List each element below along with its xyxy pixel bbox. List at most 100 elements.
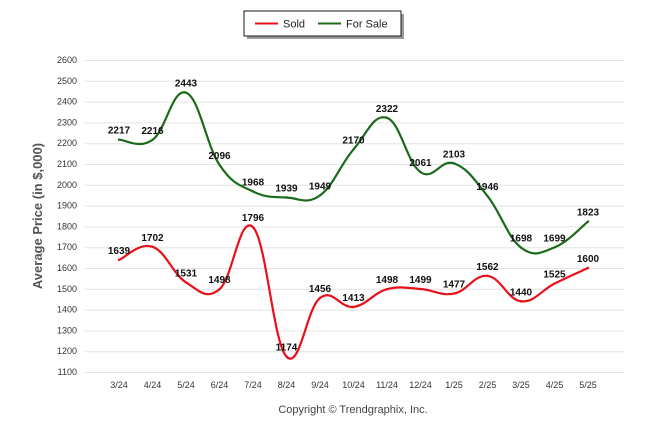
x-tick-label: 1/25 (445, 380, 463, 390)
data-point-sold[interactable] (519, 300, 523, 303)
y-tick-label: 2300 (57, 117, 77, 127)
data-label-sold: 1639 (108, 246, 131, 257)
x-tick-label: 12/24 (409, 380, 432, 390)
data-point-sold[interactable] (352, 305, 355, 309)
data-label-for-sale: 2103 (443, 149, 466, 160)
legend[interactable]: Sold For Sale (243, 10, 404, 39)
copyright-text: Copyright © Trendgraphix, Inc. (278, 404, 427, 416)
y-tick-label: 1300 (57, 325, 77, 335)
y-tick-label: 1600 (57, 263, 77, 273)
y-tick-label: 2500 (57, 76, 77, 86)
data-point-sold[interactable] (385, 288, 389, 291)
legend-item-sold[interactable]: Sold (255, 19, 305, 31)
data-point-sold[interactable] (184, 281, 188, 284)
data-point-sold[interactable] (251, 226, 255, 229)
data-label-sold: 1498 (208, 275, 231, 286)
data-label-sold: 1174 (276, 343, 298, 354)
x-tick-label: 5/24 (177, 380, 195, 390)
data-point-for-sale[interactable] (151, 138, 154, 142)
data-label-sold: 1477 (443, 280, 466, 291)
legend-label-sold: Sold (283, 19, 305, 31)
data-point-sold[interactable] (218, 288, 221, 291)
data-point-sold[interactable] (117, 258, 121, 262)
x-tick-label: 4/24 (144, 380, 162, 390)
data-label-for-sale: 2061 (409, 158, 432, 169)
data-point-sold[interactable] (586, 266, 590, 270)
series-line-sold (117, 224, 590, 360)
y-tick-label: 1400 (57, 305, 77, 315)
data-point-sold[interactable] (419, 287, 422, 291)
x-tick-label: 9/24 (311, 380, 329, 390)
data-label-for-sale: 1946 (476, 182, 499, 193)
data-label-for-sale: 1699 (543, 233, 566, 244)
x-tick-label: 11/24 (376, 380, 398, 390)
data-label-sold: 1796 (242, 213, 265, 224)
data-label-sold: 1600 (577, 254, 600, 265)
data-label-for-sale: 2443 (175, 79, 198, 90)
legend-item-for-sale[interactable]: For Sale (318, 19, 388, 31)
y-tick-label: 1200 (57, 346, 77, 356)
data-point-for-sale[interactable] (452, 162, 456, 165)
series-line-for-sale (117, 91, 590, 255)
y-axis-ticks: 1100 1200 1300 1400 1500 1600 1700 1800 1900 2000… (57, 55, 77, 377)
y-tick-label: 2400 (57, 97, 77, 107)
y-tick-label: 1900 (57, 201, 77, 211)
data-point-for-sale[interactable] (586, 220, 590, 223)
legend-label-for-sale: For Sale (346, 19, 388, 31)
x-tick-label: 5/25 (579, 380, 597, 390)
data-labels: 1639 1702 1531 1498 1796 1174 1456 1413 1498 1499… (108, 79, 600, 354)
data-point-sold[interactable] (318, 296, 322, 300)
x-tick-label: 8/24 (278, 380, 296, 390)
data-label-sold: 1440 (510, 287, 533, 298)
data-point-sold[interactable] (285, 355, 288, 358)
y-tick-label: 2200 (57, 138, 77, 148)
data-label-sold: 1413 (342, 293, 365, 304)
data-point-for-sale[interactable] (352, 148, 355, 151)
data-label-sold: 1562 (476, 262, 499, 273)
data-point-for-sale[interactable] (184, 91, 188, 94)
data-label-for-sale: 2216 (141, 126, 164, 137)
y-tick-label: 2100 (57, 159, 77, 169)
data-point-for-sale[interactable] (117, 138, 121, 141)
data-point-sold[interactable] (151, 245, 154, 248)
x-axis-ticks: 3/24 4/24 5/24 6/24 7/24 8/24 9/24 10/24 11/24 12… (110, 380, 597, 390)
series-lines (117, 91, 590, 360)
data-label-sold: 1702 (141, 233, 164, 244)
grid-lines (85, 60, 624, 373)
data-label-sold: 1456 (309, 284, 332, 295)
data-point-for-sale[interactable] (285, 196, 288, 199)
data-label-sold: 1531 (175, 268, 198, 279)
data-label-for-sale: 2096 (208, 151, 231, 162)
data-point-for-sale[interactable] (318, 194, 322, 197)
x-tick-label: 3/24 (110, 380, 128, 390)
y-tick-label: 2600 (57, 55, 77, 65)
data-label-sold: 1498 (376, 275, 399, 286)
y-tick-label: 2000 (57, 180, 77, 190)
data-point-for-sale[interactable] (218, 163, 221, 167)
data-label-for-sale: 1823 (577, 208, 600, 219)
y-tick-label: 1800 (57, 221, 77, 231)
data-point-for-sale[interactable] (553, 246, 556, 249)
data-label-sold: 1499 (409, 275, 432, 286)
data-point-sold[interactable] (486, 274, 489, 278)
data-point-for-sale[interactable] (385, 116, 389, 120)
data-label-for-sale: 1698 (510, 234, 533, 245)
x-tick-label: 4/25 (546, 380, 564, 390)
data-label-for-sale: 1968 (242, 177, 265, 188)
data-point-for-sale[interactable] (486, 194, 489, 198)
data-point-sold[interactable] (452, 292, 456, 295)
data-label-for-sale: 2170 (342, 135, 365, 146)
x-tick-label: 3/25 (512, 380, 530, 390)
data-point-sold[interactable] (553, 282, 556, 285)
x-tick-label: 6/24 (211, 380, 229, 390)
x-tick-label: 2/25 (479, 380, 497, 390)
data-point-for-sale[interactable] (251, 190, 255, 193)
y-tick-label: 1100 (58, 367, 77, 377)
y-tick-label: 1700 (57, 242, 77, 252)
y-tick-label: 1500 (57, 284, 77, 294)
y-axis-title: Average Price (in $,000) (30, 143, 45, 289)
data-point-for-sale[interactable] (519, 246, 523, 249)
data-point-for-sale[interactable] (419, 170, 422, 174)
